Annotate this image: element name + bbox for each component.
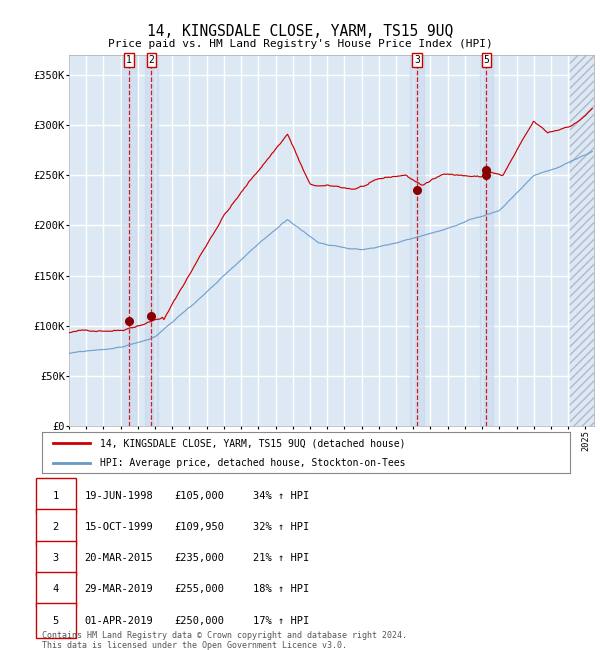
Text: 1: 1 xyxy=(53,491,59,500)
Text: This data is licensed under the Open Government Licence v3.0.: This data is licensed under the Open Gov… xyxy=(42,641,347,650)
Text: 2: 2 xyxy=(53,522,59,532)
Bar xyxy=(410,55,424,426)
Text: 29-MAR-2019: 29-MAR-2019 xyxy=(85,584,154,594)
Text: 32% ↑ HPI: 32% ↑ HPI xyxy=(253,522,309,532)
Text: £109,950: £109,950 xyxy=(175,522,224,532)
Text: 19-JUN-1998: 19-JUN-1998 xyxy=(85,491,154,500)
Text: £255,000: £255,000 xyxy=(175,584,224,594)
Text: 14, KINGSDALE CLOSE, YARM, TS15 9UQ (detached house): 14, KINGSDALE CLOSE, YARM, TS15 9UQ (det… xyxy=(100,438,406,448)
Text: 21% ↑ HPI: 21% ↑ HPI xyxy=(253,553,309,563)
Bar xyxy=(479,55,493,426)
Text: 14, KINGSDALE CLOSE, YARM, TS15 9UQ: 14, KINGSDALE CLOSE, YARM, TS15 9UQ xyxy=(147,24,453,39)
Text: £250,000: £250,000 xyxy=(175,616,224,625)
Bar xyxy=(145,55,158,426)
Text: 01-APR-2019: 01-APR-2019 xyxy=(85,616,154,625)
Text: £235,000: £235,000 xyxy=(175,553,224,563)
Text: 3: 3 xyxy=(414,55,420,65)
Text: 34% ↑ HPI: 34% ↑ HPI xyxy=(253,491,309,500)
Text: 1: 1 xyxy=(126,55,131,65)
Text: 4: 4 xyxy=(53,584,59,594)
Bar xyxy=(122,55,136,426)
Text: 2: 2 xyxy=(149,55,154,65)
Text: 17% ↑ HPI: 17% ↑ HPI xyxy=(253,616,309,625)
Text: 3: 3 xyxy=(53,553,59,563)
Text: 20-MAR-2015: 20-MAR-2015 xyxy=(85,553,154,563)
Text: 15-OCT-1999: 15-OCT-1999 xyxy=(85,522,154,532)
Text: HPI: Average price, detached house, Stockton-on-Tees: HPI: Average price, detached house, Stoc… xyxy=(100,458,406,468)
Text: 5: 5 xyxy=(484,55,490,65)
Text: Contains HM Land Registry data © Crown copyright and database right 2024.: Contains HM Land Registry data © Crown c… xyxy=(42,630,407,640)
Text: 5: 5 xyxy=(53,616,59,625)
Text: 18% ↑ HPI: 18% ↑ HPI xyxy=(253,584,309,594)
Text: £105,000: £105,000 xyxy=(175,491,224,500)
Text: Price paid vs. HM Land Registry's House Price Index (HPI): Price paid vs. HM Land Registry's House … xyxy=(107,39,493,49)
